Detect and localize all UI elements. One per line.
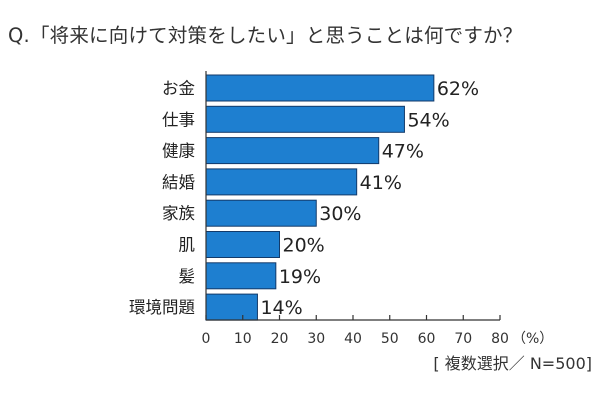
bar <box>205 105 405 133</box>
x-tick-label: 30 <box>307 331 325 347</box>
value-label: 54% <box>407 109 449 131</box>
axes-group <box>205 71 501 321</box>
bars-group <box>205 74 435 321</box>
value-labels-group: 62% 54% 47% 41% 30% 20% 19% 14% <box>260 78 479 319</box>
category-label: 環境問題 <box>129 298 195 317</box>
x-tick-label: 70 <box>454 331 472 347</box>
bar <box>205 262 277 290</box>
value-label: 14% <box>260 297 302 319</box>
category-label: 結婚 <box>162 173 195 192</box>
x-tick-label: 10 <box>234 331 252 347</box>
category-label: 仕事 <box>162 110 195 129</box>
x-tick-label: 40 <box>344 331 362 347</box>
bar <box>205 74 435 102</box>
question-title: Q.「将来に向けて対策をしたい」と思うことは何ですか？ <box>8 24 523 47</box>
x-tick-label: 60 <box>418 331 436 347</box>
value-label: 19% <box>279 266 321 288</box>
category-label: 家族 <box>162 204 195 223</box>
bar <box>205 293 258 321</box>
bar <box>205 137 380 165</box>
category-label: お金 <box>162 79 196 98</box>
category-label: 髪 <box>179 267 196 286</box>
category-label: 健康 <box>162 142 195 161</box>
x-tick-label: 20 <box>271 331 289 347</box>
category-label: 肌 <box>179 236 196 255</box>
bar <box>205 168 358 196</box>
x-tick-label: 0 <box>202 331 211 347</box>
value-label: 30% <box>319 203 361 225</box>
x-tick-label: 50 <box>381 331 399 347</box>
x-tick-labels-group: 0 10 20 30 40 50 60 70 80 （%） <box>202 331 554 347</box>
value-label: 62% <box>437 78 479 100</box>
sample-note: [ 複数選択／ N=500] <box>433 354 592 373</box>
x-unit-label: （%） <box>512 331 553 347</box>
bar <box>205 231 280 258</box>
value-label: 41% <box>360 172 402 194</box>
bar <box>205 199 317 227</box>
value-label: 47% <box>382 141 424 163</box>
value-label: 20% <box>283 235 325 257</box>
x-tick-label: 80 <box>491 331 509 347</box>
